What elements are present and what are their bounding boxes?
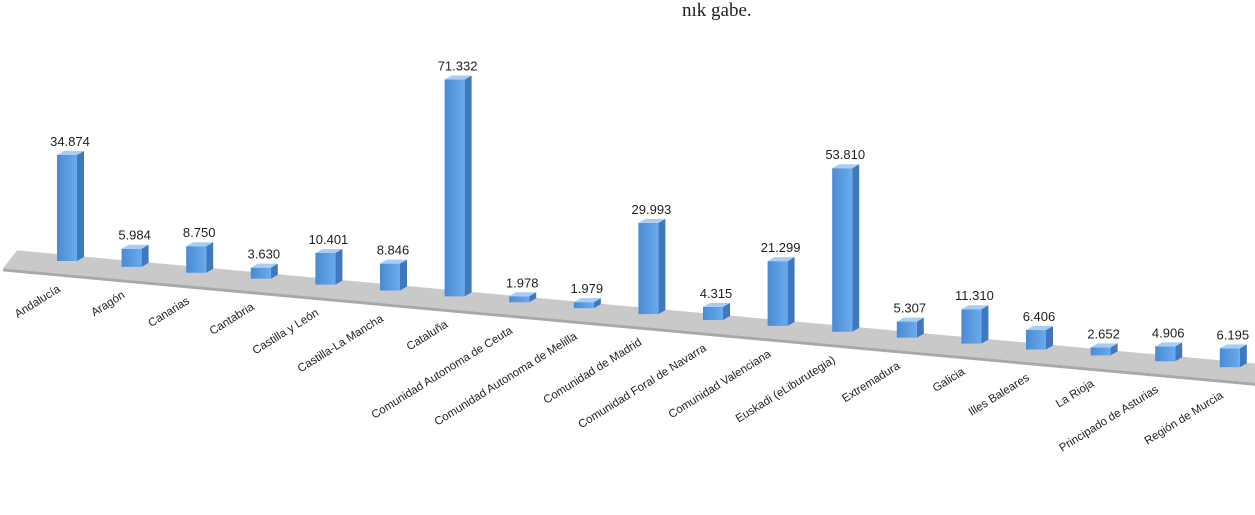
- category-label: Comunidad Foral de Navarra: [576, 342, 709, 431]
- bar-side: [335, 248, 343, 285]
- data-label: 1.979: [571, 281, 604, 296]
- bar: [186, 246, 207, 273]
- bar: [121, 248, 142, 267]
- bar: [1219, 348, 1240, 368]
- floor-edge: [3, 268, 1255, 386]
- bar: [315, 252, 336, 285]
- bar-side: [464, 75, 472, 297]
- category-label: Cantabria: [208, 301, 257, 338]
- data-label: 71.332: [438, 59, 478, 74]
- data-label: 21.299: [761, 240, 801, 255]
- bar-side: [658, 218, 666, 315]
- bar-top: [380, 259, 407, 264]
- data-label: 34.874: [50, 134, 90, 149]
- data-label: 2.652: [1087, 326, 1120, 341]
- bar: [250, 267, 271, 279]
- bar-side: [1239, 344, 1247, 368]
- bar: [1026, 330, 1046, 350]
- bar-top: [315, 248, 343, 253]
- bar-top: [638, 218, 666, 223]
- bar: [767, 261, 788, 326]
- data-label: 4.315: [700, 286, 733, 301]
- bar-top: [186, 242, 214, 247]
- category-label: Aragón: [89, 289, 127, 319]
- category-label: Galicia: [931, 366, 968, 395]
- bar-side: [852, 164, 860, 332]
- category-label: Andalucía: [13, 283, 63, 321]
- data-label: 53.810: [825, 147, 865, 162]
- bar-top: [961, 305, 989, 310]
- bar-top: [509, 292, 537, 297]
- bar-side: [141, 244, 149, 267]
- bar-side: [270, 263, 278, 279]
- bar-side: [400, 259, 407, 291]
- bar-top: [57, 150, 84, 155]
- bar-side: [529, 292, 537, 303]
- bar: [1090, 347, 1111, 356]
- data-label: 4.906: [1152, 325, 1185, 340]
- data-label: 8.846: [377, 243, 410, 258]
- bar: [703, 306, 723, 320]
- bar-top: [444, 75, 472, 80]
- data-label: 6.195: [1217, 327, 1250, 342]
- bar-side: [723, 302, 730, 320]
- category-label: Cataluña: [405, 318, 451, 353]
- data-label: 1.978: [506, 275, 539, 290]
- caption-fragment: nık gabe.: [682, 0, 752, 21]
- bar: [638, 222, 659, 315]
- bar-side: [1110, 343, 1118, 356]
- bar-top: [121, 244, 149, 249]
- bar-top: [250, 263, 278, 268]
- bar-top: [703, 302, 730, 307]
- bar-side: [77, 150, 84, 261]
- bar-top: [1155, 342, 1183, 347]
- category-label: Extremadura: [840, 360, 903, 405]
- bar: [57, 154, 77, 261]
- bar-side: [1046, 326, 1053, 350]
- bar: [832, 168, 853, 332]
- bar: [573, 302, 594, 309]
- bar: [444, 79, 465, 297]
- category-label: Región de Murcia: [1143, 389, 1226, 447]
- category-label: Canarias: [146, 295, 192, 330]
- category-label: Comunidad Autonoma de Ceuta: [370, 324, 516, 421]
- bar: [380, 263, 400, 291]
- bar-top: [767, 257, 795, 262]
- bar: [1155, 346, 1176, 362]
- bar: [896, 321, 917, 338]
- bar-side: [787, 257, 795, 326]
- bar-top: [832, 164, 860, 169]
- bar: [961, 309, 982, 344]
- data-label: 11.310: [955, 288, 994, 303]
- data-label: 3.630: [248, 247, 281, 262]
- bar-side: [1175, 342, 1183, 362]
- data-label: 8.750: [183, 225, 216, 240]
- data-label: 10.401: [309, 232, 349, 247]
- data-label: 6.406: [1023, 309, 1056, 324]
- bar: [509, 296, 530, 303]
- category-label: Comunidad Autonoma de Melilla: [433, 330, 580, 428]
- data-label: 5.307: [894, 301, 927, 316]
- bar-side: [206, 242, 214, 273]
- data-label: 29.993: [632, 202, 672, 217]
- bar-top: [573, 298, 601, 303]
- bar-top: [1026, 326, 1053, 331]
- bar-side: [981, 305, 989, 344]
- bar-top: [896, 317, 924, 322]
- category-label: Illes Baleares: [967, 372, 1032, 419]
- bar-top: [1090, 343, 1118, 348]
- bar-side: [593, 298, 601, 309]
- category-label: La Rioja: [1054, 377, 1097, 410]
- data-label: 5.984: [118, 228, 151, 243]
- bar-side: [916, 317, 924, 338]
- category-label: Castilla y León: [251, 307, 321, 357]
- bar-top: [1219, 344, 1247, 349]
